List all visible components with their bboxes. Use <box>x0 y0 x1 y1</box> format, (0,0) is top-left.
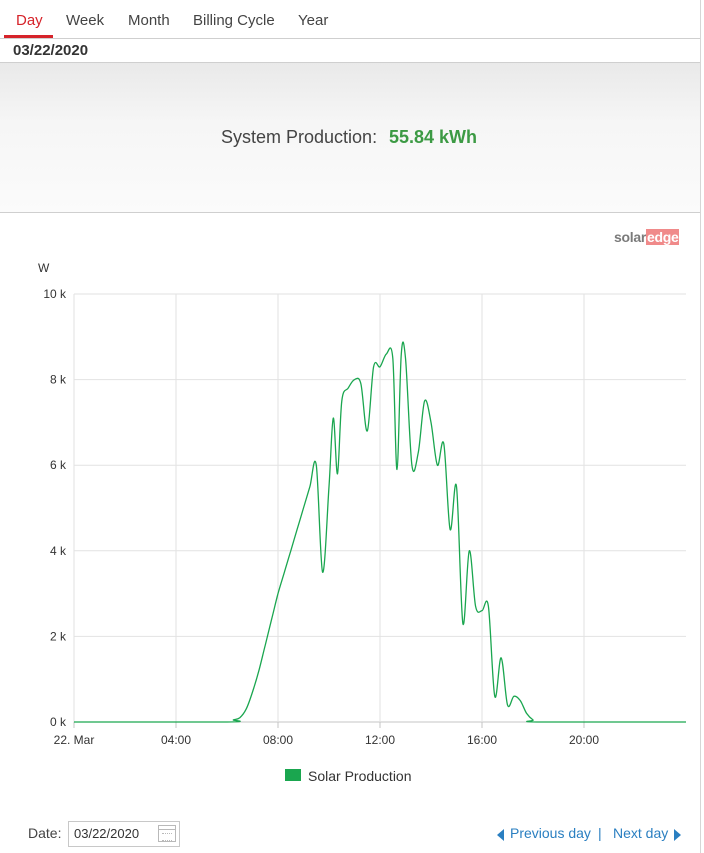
y-tick-label: 6 k <box>50 458 67 472</box>
tab-week[interactable]: Week <box>66 12 105 29</box>
x-tick-label: 04:00 <box>161 733 191 747</box>
y-tick-label: 8 k <box>50 373 67 387</box>
active-tab-indicator <box>4 35 53 38</box>
y-tick-label: 4 k <box>50 544 67 558</box>
x-axis-labels: 22. Mar 04:00 08:00 12:00 16:00 20:00 <box>54 733 600 747</box>
x-tick-label: 16:00 <box>467 733 497 747</box>
previous-day-link[interactable]: Previous day <box>510 825 591 841</box>
x-tick-label: 22. Mar <box>54 733 95 747</box>
logo-part-1: solar <box>614 229 646 245</box>
x-tick-label: 08:00 <box>263 733 293 747</box>
date-label: Date: <box>28 825 62 841</box>
nav-separator: | <box>598 825 602 841</box>
tab-day[interactable]: Day <box>16 12 43 29</box>
legend-swatch <box>285 769 301 781</box>
calendar-icon[interactable] <box>158 825 176 842</box>
date-navigation: Date: 03/22/2020 Previous day | Next day <box>0 815 700 853</box>
y-axis-title: W <box>38 261 50 275</box>
x-tick-label: 12:00 <box>365 733 395 747</box>
tab-billing-cycle[interactable]: Billing Cycle <box>193 12 275 29</box>
production-chart: 0 k 2 k 4 k 6 k 8 k 10 k 22. Mar 04:00 08:00 12:… <box>38 261 686 784</box>
tab-month[interactable]: Month <box>128 12 170 29</box>
previous-arrow-icon[interactable] <box>497 829 504 841</box>
tab-year[interactable]: Year <box>298 12 329 29</box>
selected-date: 03/22/2020 <box>13 42 89 59</box>
y-axis-labels: 0 k 2 k 4 k 6 k 8 k 10 k <box>43 287 67 729</box>
y-tick-label: 2 k <box>50 629 67 643</box>
period-tabs: Day Week Month Billing Cycle Year <box>0 0 700 39</box>
x-tick-label: 20:00 <box>569 733 599 747</box>
production-value: 55.84 kWh <box>389 127 478 147</box>
y-tick-label: 10 k <box>43 287 67 301</box>
series-line-solar-production <box>74 341 686 723</box>
logo-part-2: edge <box>645 229 680 245</box>
chart-legend[interactable]: Solar Production <box>285 768 412 784</box>
solaredge-logo: solaredge <box>614 229 680 245</box>
next-arrow-icon[interactable] <box>674 829 681 841</box>
chart-grid <box>73 293 686 728</box>
next-day-link[interactable]: Next day <box>613 825 669 841</box>
legend-label: Solar Production <box>308 768 412 784</box>
date-header: 03/22/2020 <box>0 39 700 63</box>
production-summary: System Production: 55.84 kWh <box>0 63 700 213</box>
production-label: System Production: <box>221 127 378 147</box>
date-input[interactable]: 03/22/2020 <box>68 821 180 847</box>
y-tick-label: 0 k <box>50 715 67 729</box>
